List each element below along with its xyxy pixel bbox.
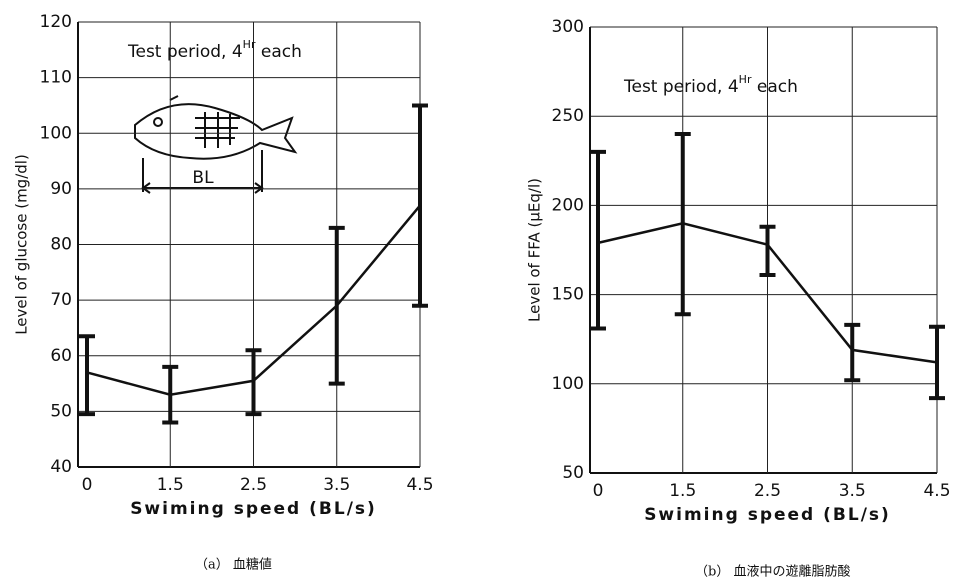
y-tick-label: 50 bbox=[562, 463, 584, 483]
x-tick-label: 4.5 bbox=[923, 481, 950, 501]
y-tick-label: 150 bbox=[552, 285, 584, 305]
y-tick-label: 120 bbox=[40, 12, 72, 32]
data-line bbox=[597, 221, 938, 364]
annotation-sup: Hr bbox=[243, 38, 256, 51]
x-tick-label: 2.5 bbox=[754, 481, 781, 501]
y-tick-label: 100 bbox=[552, 374, 584, 394]
error-bar bbox=[245, 348, 262, 417]
y-tick-label: 100 bbox=[40, 123, 72, 143]
error-bar bbox=[79, 334, 95, 417]
x-tick-label: 1.5 bbox=[157, 475, 184, 495]
annotation-text: each bbox=[255, 42, 301, 62]
y-tick-label: 200 bbox=[552, 195, 584, 215]
caption: （a） 血糖値 bbox=[195, 557, 272, 573]
y-tick-label: 80 bbox=[50, 235, 72, 255]
x-tick-label: 4.5 bbox=[406, 475, 433, 495]
x-tick-label: 0 bbox=[82, 475, 93, 495]
data-line bbox=[86, 204, 421, 396]
x-axis-label: Swiming speed (BL/s) bbox=[130, 499, 377, 519]
y-tick-label: 70 bbox=[50, 290, 72, 310]
y-tick-label: 250 bbox=[552, 106, 584, 126]
annotation-sup: Hr bbox=[739, 73, 752, 86]
caption: （b） 血液中の遊離脂肪酸 bbox=[695, 564, 850, 580]
x-tick-label: 1.5 bbox=[669, 481, 696, 501]
annotation: Test period, 4Hr each bbox=[623, 73, 798, 97]
annotation: Test period, 4Hr each bbox=[127, 38, 302, 62]
y-tick-label: 50 bbox=[50, 401, 72, 421]
diagram-label: BL bbox=[192, 168, 214, 188]
annotation-text: each bbox=[751, 77, 797, 97]
y-tick-label: 90 bbox=[50, 179, 72, 199]
x-tick-label: 2.5 bbox=[240, 475, 267, 495]
y-tick-label: 40 bbox=[50, 457, 72, 477]
error-bar bbox=[844, 322, 861, 383]
x-tick-label: 3.5 bbox=[839, 481, 866, 501]
annotation-text: Test period, 4 bbox=[623, 77, 739, 97]
y-axis-label: Level of glucose (mg/dl) bbox=[13, 154, 31, 335]
error-bar bbox=[759, 224, 776, 277]
error-bar bbox=[590, 149, 606, 331]
y-tick-label: 110 bbox=[40, 68, 72, 88]
fish-diagram bbox=[134, 95, 298, 194]
y-tick-label: 300 bbox=[552, 17, 584, 37]
x-tick-label: 3.5 bbox=[323, 475, 350, 495]
x-axis-label: Swiming speed (BL/s) bbox=[644, 505, 891, 525]
annotation-text: Test period, 4 bbox=[127, 42, 243, 62]
y-tick-label: 60 bbox=[50, 346, 72, 366]
x-tick-label: 0 bbox=[593, 481, 604, 501]
y-axis-label: Level of FFA (μEq/l) bbox=[526, 178, 544, 322]
